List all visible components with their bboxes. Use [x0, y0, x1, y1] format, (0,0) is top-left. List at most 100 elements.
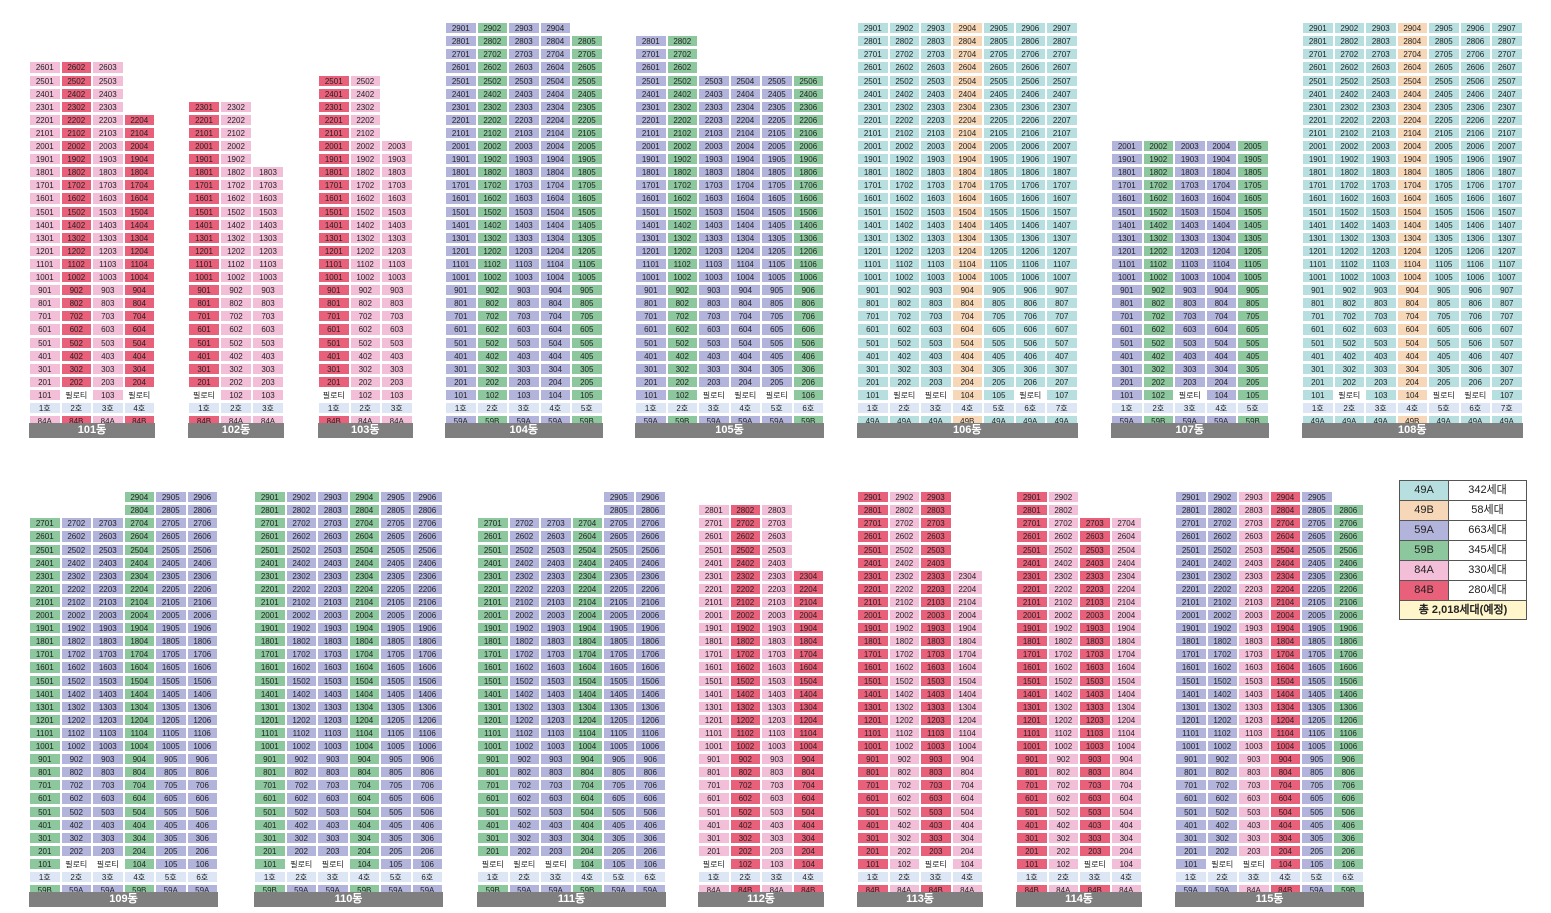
unit-cell: 1701 — [698, 648, 730, 661]
unit-cell: 2307 — [1046, 100, 1078, 113]
unit-cell: 2902 — [1333, 22, 1365, 35]
unit-cell: 2804 — [123, 504, 155, 517]
unit-cell: 401 — [857, 349, 889, 362]
unit-cell: 1604 — [951, 192, 983, 205]
unit-cell: 902 — [60, 753, 92, 766]
unit-cell: 1702 — [1333, 179, 1365, 192]
unit-cell: 1704 — [1269, 648, 1301, 661]
unit-cell: 906 — [186, 753, 218, 766]
unit-cell: 2505 — [603, 543, 635, 556]
unit-cell: 2704 — [1110, 517, 1142, 530]
unit-cell: 1203 — [317, 713, 349, 726]
unit-cell: 2406 — [186, 556, 218, 569]
building-label: 114동 — [1016, 892, 1142, 907]
unit-cell: 1901 — [477, 622, 509, 635]
unit-cell: 1203 — [761, 713, 793, 726]
line-number-cell: 3호 — [252, 402, 284, 415]
unit-cell: 1702 — [1142, 179, 1174, 192]
unit-cell: 103 — [252, 388, 284, 402]
unit-cell: 1101 — [254, 726, 286, 740]
line-number-cell: 1호 — [477, 871, 509, 884]
unit-cell: 1904 — [951, 622, 983, 635]
unit-cell: 404 — [1269, 818, 1301, 831]
unit-cell: 302 — [888, 831, 920, 844]
unit-cell: 1803 — [1365, 166, 1397, 179]
unit-cell: 1606 — [792, 192, 824, 205]
unit-cell: 2501 — [29, 543, 61, 556]
unit-cell: 1403 — [317, 687, 349, 700]
unit-cell: 2104 — [792, 595, 824, 609]
unit-cell: 705 — [1301, 779, 1333, 792]
unit-cell: 1002 — [60, 740, 92, 753]
unit-cell: 2302 — [476, 100, 508, 113]
unit-cell: 1802 — [666, 166, 698, 179]
unit-cell: 1802 — [888, 635, 920, 648]
unit-cell: 304 — [792, 831, 824, 844]
unit-cell: 1006 — [1014, 271, 1046, 284]
unit-cell: 1105 — [380, 726, 412, 740]
unit-cell: 1703 — [92, 648, 124, 661]
unit-cell: 803 — [920, 766, 952, 779]
unit-cell: 1503 — [381, 205, 413, 218]
unit-cell: 603 — [540, 792, 572, 805]
unit-cell: 404 — [729, 349, 761, 362]
unit-cell: 2204 — [951, 113, 983, 126]
unit-cell: 1602 — [666, 192, 698, 205]
unit-cell: 1903 — [920, 622, 952, 635]
unit-cell: 2003 — [508, 140, 540, 153]
unit-cell: 1102 — [1333, 257, 1365, 271]
unit-cell: 1801 — [1111, 166, 1143, 179]
unit-cell: 407 — [1046, 349, 1078, 362]
unit-cell: 504 — [792, 805, 824, 818]
unit-cell: 2002 — [888, 140, 920, 153]
unit-cell: 601 — [857, 792, 889, 805]
unit-cell: 1805 — [603, 635, 635, 648]
unit-cell: 104 — [1205, 388, 1237, 402]
unit-cell: 2204 — [1269, 582, 1301, 595]
unit-cell: 802 — [1206, 766, 1238, 779]
unit-cell: 1505 — [155, 674, 187, 687]
unit-cell: 2107 — [1046, 126, 1078, 140]
unit-cell: 906 — [1459, 284, 1491, 297]
unit-cell: 801 — [445, 297, 477, 310]
unit-cell: 1504 — [951, 674, 983, 687]
unit-cell: 1203 — [252, 244, 284, 257]
unit-cell: 405 — [571, 349, 603, 362]
unit-cell: 303 — [508, 362, 540, 375]
unit-cell: 902 — [666, 284, 698, 297]
unit-cell: 707 — [1046, 310, 1078, 323]
unit-cell: 2006 — [1014, 140, 1046, 153]
unit-cell: 801 — [29, 766, 61, 779]
unit-cell: 2105 — [1301, 595, 1333, 609]
unit-cell: 2305 — [155, 569, 187, 582]
unit-cell: 2001 — [445, 140, 477, 153]
unit-cell: 304 — [951, 362, 983, 375]
unit-cell: 905 — [155, 753, 187, 766]
unit-cell: 2004 — [1396, 140, 1428, 153]
unit-cell: 1502 — [1142, 205, 1174, 218]
unit-cell: 1101 — [857, 257, 889, 271]
unit-cell: 1201 — [1175, 713, 1207, 726]
unit-cell: 1206 — [1014, 244, 1046, 257]
unit-cell: 2304 — [123, 569, 155, 582]
unit-cell: 1504 — [1269, 674, 1301, 687]
unit-cell: 2104 — [951, 126, 983, 140]
unit-cell: 605 — [155, 792, 187, 805]
unit-cell: 1001 — [635, 271, 667, 284]
unit-cell: 1101 — [445, 257, 477, 271]
unit-cell: 2404 — [1110, 556, 1142, 569]
unit-cell: 2801 — [445, 35, 477, 48]
unit-cell: 404 — [951, 818, 983, 831]
unit-cell: 503 — [920, 805, 952, 818]
unit-cell: 405 — [761, 349, 793, 362]
unit-cell: 403 — [761, 818, 793, 831]
unit-cell: 904 — [951, 753, 983, 766]
unit-cell: 1702 — [349, 179, 381, 192]
unit-cell: 904 — [792, 753, 824, 766]
unit-cell: 2405 — [155, 556, 187, 569]
unit-cell: 804 — [539, 297, 571, 310]
unit-cell: 406 — [411, 818, 443, 831]
unit-cell: 1501 — [1111, 205, 1143, 218]
unit-cell: 702 — [888, 310, 920, 323]
legend-type: 84A — [1400, 561, 1449, 580]
